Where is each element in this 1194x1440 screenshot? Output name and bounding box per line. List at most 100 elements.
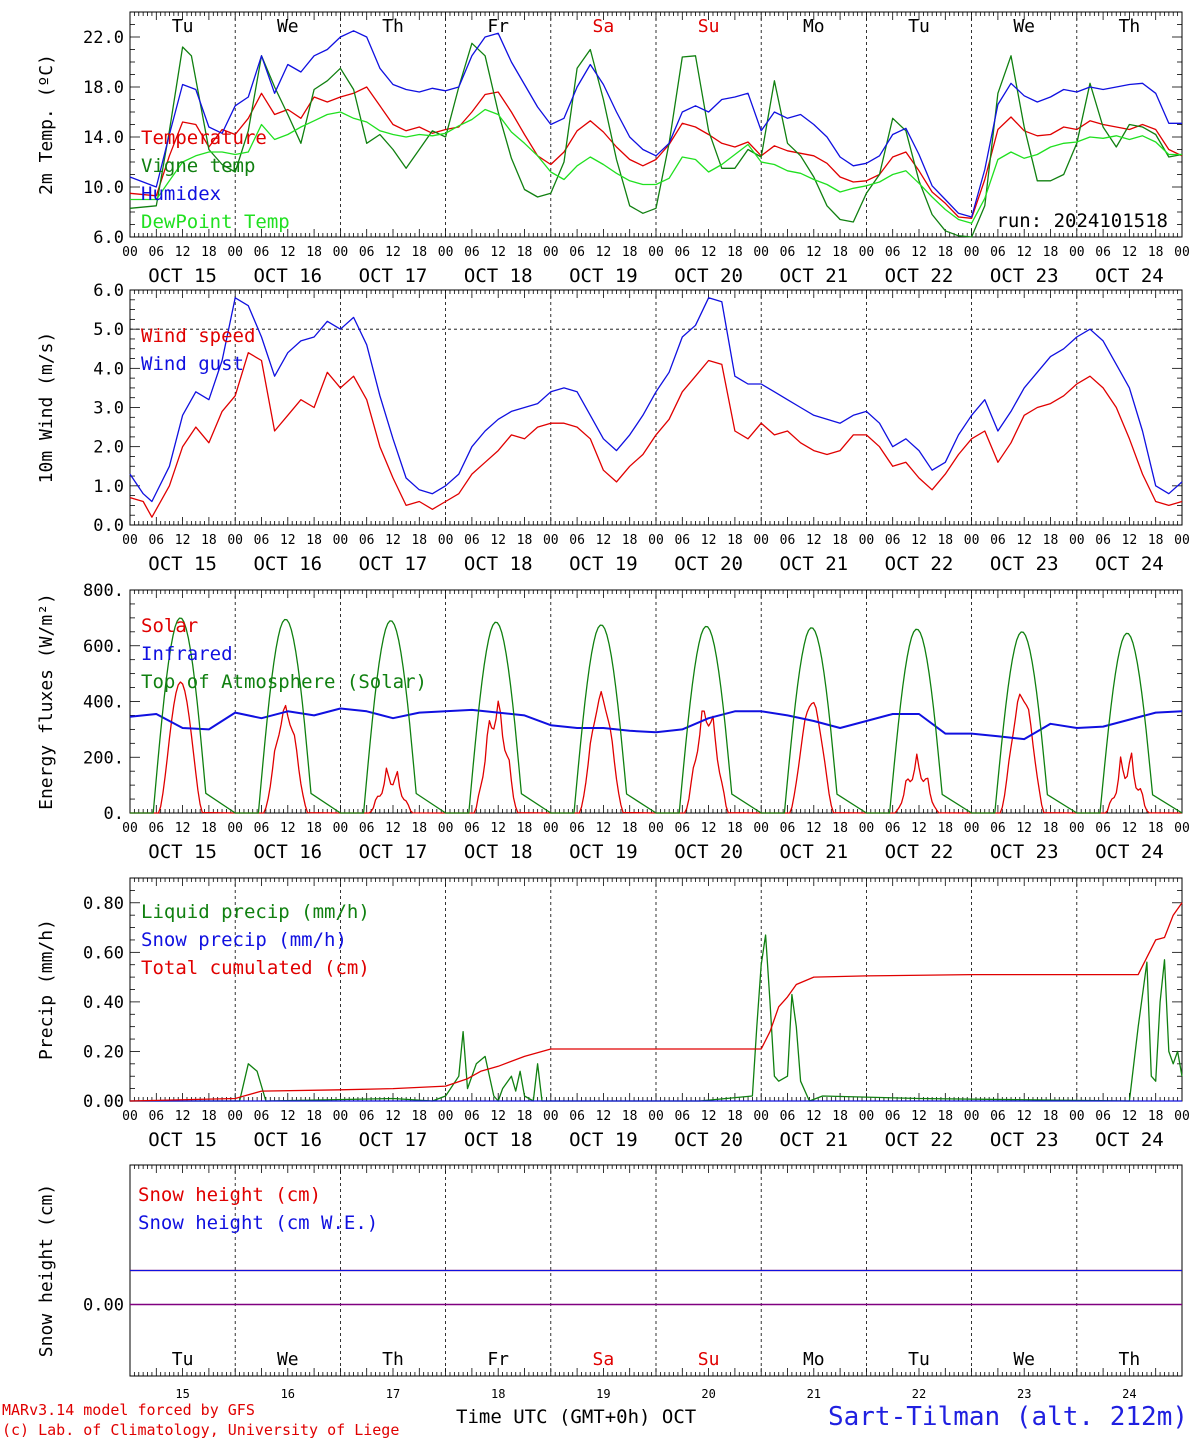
panel3-hour-label: 12 xyxy=(911,821,927,836)
panel3-hour-label: 00 xyxy=(543,821,559,836)
panel2-hour-label: 06 xyxy=(990,533,1006,548)
panel2-hour-label: 18 xyxy=(832,533,848,548)
panel4-hour-label: 12 xyxy=(280,1109,296,1124)
panel1-weekday-label: Th xyxy=(1119,16,1141,37)
panel1-hour-label: 18 xyxy=(937,245,953,260)
panel1-date-label: OCT 21 xyxy=(779,265,848,287)
panel1-weekday-label: Fr xyxy=(487,16,509,37)
panel5-weekday-label: Th xyxy=(1119,1349,1141,1370)
panel1-legend-dewpoint-temp: DewPoint Temp xyxy=(141,211,290,233)
panel2-date-label: OCT 15 xyxy=(148,553,217,575)
day-number-label: 22 xyxy=(912,1387,926,1401)
panel2-hour-label: 18 xyxy=(622,533,638,548)
panel3-hour-label: 06 xyxy=(990,821,1006,836)
panel1-hour-label: 00 xyxy=(122,245,138,260)
panel5-weekday-label: We xyxy=(1013,1349,1035,1370)
panel2-date-label: OCT 19 xyxy=(569,553,638,575)
panel1-hour-label: 12 xyxy=(1016,245,1032,260)
panel3-hour-label: 00 xyxy=(438,821,454,836)
panel2-hour-label: 18 xyxy=(1148,533,1164,548)
panel2-hour-label: 06 xyxy=(1095,533,1111,548)
panel1-hour-label: 00 xyxy=(227,245,243,260)
panel1-date-label: OCT 20 xyxy=(674,265,743,287)
panel1-hour-label: 18 xyxy=(1148,245,1164,260)
panel4-hour-label: 06 xyxy=(1095,1109,1111,1124)
panel1-hour-label: 06 xyxy=(780,245,796,260)
panel2-y-tick-label: 3.0 xyxy=(93,399,124,419)
panel4-hour-label: 00 xyxy=(753,1109,769,1124)
panel3-hour-label: 18 xyxy=(727,821,743,836)
panel3-date-label: OCT 16 xyxy=(253,841,322,863)
panel3-hour-label: 18 xyxy=(306,821,322,836)
model-credit: MARv3.14 model forced by GFS xyxy=(2,1401,255,1419)
panel3-date-label: OCT 15 xyxy=(148,841,217,863)
panel1-hour-label: 06 xyxy=(254,245,270,260)
panel4-hour-label: 06 xyxy=(780,1109,796,1124)
panel3-hour-label: 12 xyxy=(701,821,717,836)
panel2-hour-label: 00 xyxy=(859,533,875,548)
panel2-hour-label: 12 xyxy=(701,533,717,548)
panel5-legend-snow-height-cm-w-e: Snow height (cm W.E.) xyxy=(138,1212,378,1234)
panel4-series-liquid-precip-mm-h xyxy=(130,934,1183,1102)
panel1-hour-label: 00 xyxy=(333,245,349,260)
day-number-label: 20 xyxy=(701,1387,715,1401)
panel1-hour-label: 00 xyxy=(543,245,559,260)
panel3-hour-label: 12 xyxy=(385,821,401,836)
panel1-weekday-label: Tu xyxy=(908,16,930,37)
panel4-date-label: OCT 23 xyxy=(990,1129,1059,1151)
panel1-weekday-label: Su xyxy=(698,16,720,37)
panel4-hour-label: 06 xyxy=(990,1109,1006,1124)
panel4-y-axis-label: Precip (mm/h) xyxy=(36,919,57,1060)
panel3-date-label: OCT 17 xyxy=(359,841,428,863)
panel4-hour-label: 18 xyxy=(727,1109,743,1124)
panel2-hour-label: 06 xyxy=(464,533,480,548)
panel3-hour-label: 18 xyxy=(937,821,953,836)
panel3-date-label: OCT 24 xyxy=(1095,841,1164,863)
panel2-hour-label: 00 xyxy=(227,533,243,548)
panel4-hour-label: 12 xyxy=(1122,1109,1138,1124)
panel4-hour-label: 00 xyxy=(333,1109,349,1124)
panel3-hour-label: 18 xyxy=(622,821,638,836)
panel2-date-label: OCT 23 xyxy=(990,553,1059,575)
panel3-date-label: OCT 21 xyxy=(779,841,848,863)
panel3-legend-solar: Solar xyxy=(141,615,198,637)
panel2-hour-label: 18 xyxy=(517,533,533,548)
panel2-legend-wind-speed: Wind speed xyxy=(141,325,255,347)
panel1-hour-label: 18 xyxy=(622,245,638,260)
panel1-hour-label: 18 xyxy=(306,245,322,260)
panel1-y-tick-label: 10.0 xyxy=(83,178,124,198)
panel4-hour-label: 00 xyxy=(543,1109,559,1124)
panel2-y-tick-label: 6.0 xyxy=(93,281,124,301)
panel1-y-tick-label: 14.0 xyxy=(83,128,124,148)
panel1-hour-label: 00 xyxy=(438,245,454,260)
panel3-hour-label: 06 xyxy=(464,821,480,836)
day-number-label: 18 xyxy=(491,1387,505,1401)
panel3-y-tick-label: 600. xyxy=(83,637,124,657)
panel4-series-total-cumulated-cm xyxy=(129,902,1183,1102)
panel1-series-vigne-temp xyxy=(129,42,1183,238)
panel1-hour-label: 00 xyxy=(1174,245,1190,260)
panel4-hour-label: 12 xyxy=(701,1109,717,1124)
panel4-hour-label: 00 xyxy=(964,1109,980,1124)
panel1-hour-label: 12 xyxy=(806,245,822,260)
panel4-date-label: OCT 20 xyxy=(674,1129,743,1151)
panel4-hour-label: 06 xyxy=(674,1109,690,1124)
panel3-hour-label: 00 xyxy=(648,821,664,836)
panel1-date-label: OCT 24 xyxy=(1095,265,1164,287)
run-annotation: run: 2024101518 xyxy=(996,210,1168,232)
panel3-hour-label: 18 xyxy=(1148,821,1164,836)
panel4-hour-label: 18 xyxy=(832,1109,848,1124)
panel1-hour-label: 18 xyxy=(832,245,848,260)
panel2-legend-wind-gust: Wind gust xyxy=(141,353,244,375)
panel2-date-label: OCT 17 xyxy=(359,553,428,575)
panel2-hour-label: 00 xyxy=(1174,533,1190,548)
panel1-weekday-label: Tu xyxy=(172,16,194,37)
panel4-hour-label: 06 xyxy=(464,1109,480,1124)
panel2-hour-label: 18 xyxy=(306,533,322,548)
panel3-hour-label: 06 xyxy=(254,821,270,836)
panel4-hour-label: 12 xyxy=(175,1109,191,1124)
panel3-hour-label: 00 xyxy=(964,821,980,836)
panel4-hour-label: 12 xyxy=(1016,1109,1032,1124)
panel1-hour-label: 00 xyxy=(753,245,769,260)
panel4-legend-snow-precip-mm-h: Snow precip (mm/h) xyxy=(141,929,347,951)
